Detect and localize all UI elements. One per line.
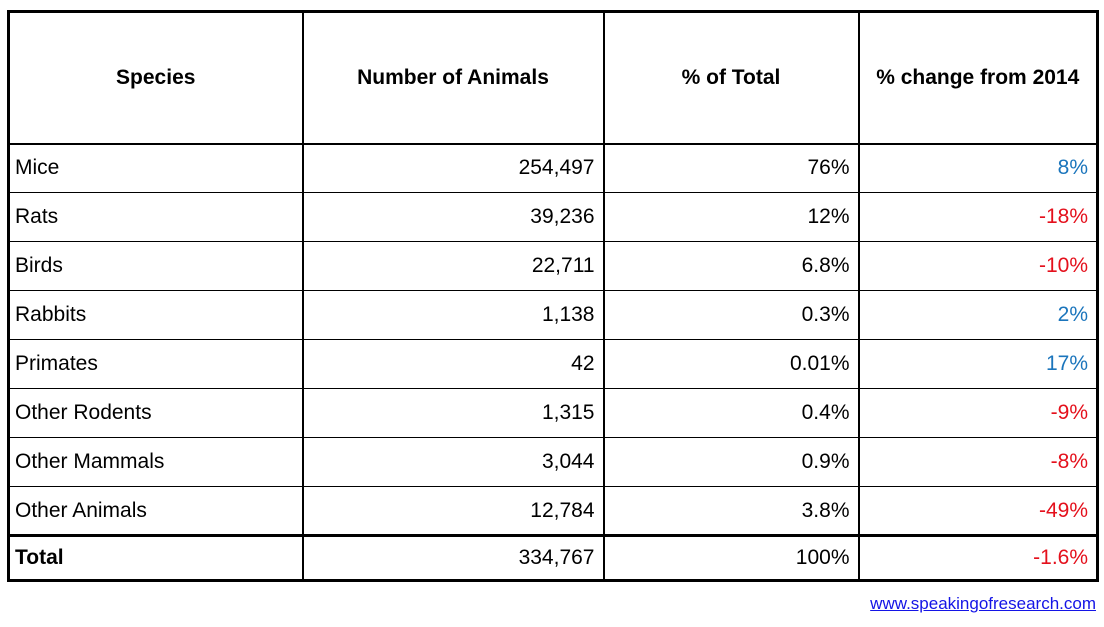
pct-total-cell: 76% bbox=[602, 143, 859, 193]
pct-change-cell: -18% bbox=[857, 192, 1098, 242]
number-cell: 42 bbox=[301, 339, 604, 389]
species-cell: Other Mammals bbox=[7, 437, 303, 487]
header-row: Species Number of Animals % of Total % c… bbox=[7, 11, 1098, 145]
number-cell: 12,784 bbox=[301, 486, 604, 536]
column-header-pct-of-total: % of Total bbox=[602, 11, 859, 145]
table-row: Other Animals 12,784 3.8% -49% bbox=[7, 486, 1098, 536]
pct-change-cell: 8% bbox=[857, 143, 1098, 193]
species-cell-total: Total bbox=[7, 534, 303, 581]
pct-change-cell: 17% bbox=[857, 339, 1098, 389]
pct-total-cell-total: 100% bbox=[602, 534, 859, 581]
pct-change-cell: 2% bbox=[857, 290, 1098, 340]
number-cell: 1,138 bbox=[301, 290, 604, 340]
table-row: Primates 42 0.01% 17% bbox=[7, 339, 1098, 389]
species-cell: Birds bbox=[7, 241, 303, 291]
table-row: Birds 22,711 6.8% -10% bbox=[7, 241, 1098, 291]
column-header-number-of-animals: Number of Animals bbox=[301, 11, 604, 145]
species-cell: Other Rodents bbox=[7, 388, 303, 438]
pct-change-cell: -9% bbox=[857, 388, 1098, 438]
number-cell-total: 334,767 bbox=[301, 534, 604, 581]
species-cell: Rabbits bbox=[7, 290, 303, 340]
speakingofresearch-link[interactable]: www.speakingofresearch.com bbox=[870, 594, 1096, 613]
number-cell: 1,315 bbox=[301, 388, 604, 438]
pct-change-cell: -49% bbox=[857, 486, 1098, 536]
table-row: Mice 254,497 76% 8% bbox=[7, 143, 1098, 193]
number-cell: 3,044 bbox=[301, 437, 604, 487]
pct-total-cell: 6.8% bbox=[602, 241, 859, 291]
pct-change-cell: -10% bbox=[857, 241, 1098, 291]
pct-total-cell: 0.4% bbox=[602, 388, 859, 438]
species-cell: Mice bbox=[7, 143, 303, 193]
species-cell: Other Animals bbox=[7, 486, 303, 536]
column-header-pct-change: % change from 2014 bbox=[857, 11, 1098, 145]
table-row: Other Mammals 3,044 0.9% -8% bbox=[7, 437, 1098, 487]
pct-total-cell: 12% bbox=[602, 192, 859, 242]
table-row: Other Rodents 1,315 0.4% -9% bbox=[7, 388, 1098, 438]
pct-total-cell: 3.8% bbox=[602, 486, 859, 536]
table-row-total: Total 334,767 100% -1.6% bbox=[7, 534, 1098, 581]
pct-total-cell: 0.9% bbox=[602, 437, 859, 487]
pct-total-cell: 0.01% bbox=[602, 339, 859, 389]
number-cell: 254,497 bbox=[301, 143, 604, 193]
species-cell: Rats bbox=[7, 192, 303, 242]
table-row: Rats 39,236 12% -18% bbox=[7, 192, 1098, 242]
pct-change-cell: -8% bbox=[857, 437, 1098, 487]
table-row: Rabbits 1,138 0.3% 2% bbox=[7, 290, 1098, 340]
number-cell: 22,711 bbox=[301, 241, 604, 291]
pct-total-cell: 0.3% bbox=[602, 290, 859, 340]
number-cell: 39,236 bbox=[301, 192, 604, 242]
column-header-species: Species bbox=[7, 11, 303, 145]
species-cell: Primates bbox=[7, 339, 303, 389]
pct-change-cell-total: -1.6% bbox=[857, 534, 1098, 581]
animals-statistics-table: Species Number of Animals % of Total % c… bbox=[7, 10, 1099, 582]
